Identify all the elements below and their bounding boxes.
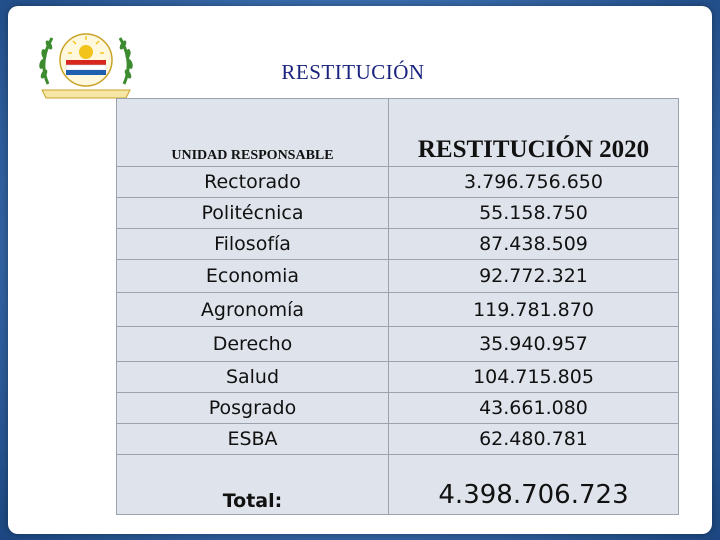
unit-cell: Politécnica [116,197,389,229]
amount-cell: 55.158.750 [388,197,679,229]
unit-cell: Salud [116,361,389,393]
unit-cell: ESBA [116,423,389,455]
amount-cell: 92.772.321 [388,259,679,293]
unit-cell: Agronomía [116,292,389,327]
table-row: Rectorado 3.796.756.650 [116,166,679,198]
restitution-table: UNIDAD RESPONSABLE RESTITUCIÓN 2020 Rect… [116,98,679,515]
amount-cell: 119.781.870 [388,292,679,327]
table-row: ESBA 62.480.781 [116,423,679,455]
table-row: Economia 92.772.321 [116,259,679,293]
unit-cell: Rectorado [116,166,389,198]
table-row: Politécnica 55.158.750 [116,197,679,229]
table-row: Posgrado 43.661.080 [116,392,679,424]
header-amount: RESTITUCIÓN 2020 [388,98,679,167]
amount-cell: 35.940.957 [388,326,679,362]
amount-cell: 62.480.781 [388,423,679,455]
total-amount: 4.398.706.723 [388,454,679,515]
unit-cell: Derecho [116,326,389,362]
table-row: Agronomía 119.781.870 [116,292,679,327]
table-total-row: Total: 4.398.706.723 [116,454,679,515]
unit-cell: Posgrado [116,392,389,424]
table-row: Filosofía 87.438.509 [116,228,679,260]
amount-cell: 104.715.805 [388,361,679,393]
table-row: Salud 104.715.805 [116,361,679,393]
university-seal-icon [30,22,142,102]
amount-cell: 3.796.756.650 [388,166,679,198]
header-unit: UNIDAD RESPONSABLE [116,98,389,167]
table-header-row: UNIDAD RESPONSABLE RESTITUCIÓN 2020 [116,98,679,167]
unit-cell: Filosofía [116,228,389,260]
amount-cell: 43.661.080 [388,392,679,424]
unit-cell: Economia [116,259,389,293]
table-row: Derecho 35.940.957 [116,326,679,362]
page-title: RESTITUCIÓN [281,60,425,84]
amount-cell: 87.438.509 [388,228,679,260]
total-label: Total: [116,454,389,515]
